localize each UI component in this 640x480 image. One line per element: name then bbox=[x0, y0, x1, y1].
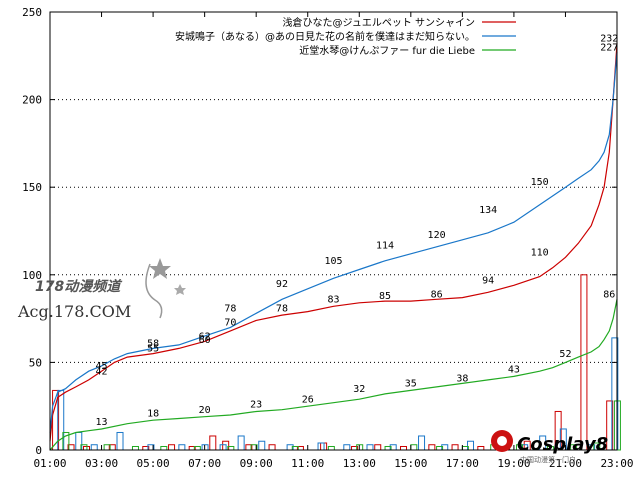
data-label: 38 bbox=[456, 373, 468, 384]
data-label: 42 bbox=[96, 366, 108, 377]
series-line bbox=[49, 52, 618, 433]
y-tick-label: 0 bbox=[35, 444, 42, 457]
data-label: 120 bbox=[428, 230, 446, 241]
data-label: 105 bbox=[324, 256, 342, 267]
data-label: 114 bbox=[376, 240, 394, 251]
x-tick-label: 01:00 bbox=[33, 457, 66, 470]
watermark-star-icon bbox=[149, 258, 171, 279]
y-tick-label: 200 bbox=[22, 94, 42, 107]
data-label: 85 bbox=[379, 291, 391, 302]
y-tick-label: 100 bbox=[22, 269, 42, 282]
plot-frame bbox=[49, 11, 618, 451]
data-label: 35 bbox=[405, 379, 417, 390]
data-label: 110 bbox=[531, 247, 549, 258]
data-label: 52 bbox=[559, 349, 571, 360]
x-tick-label: 17:00 bbox=[446, 457, 479, 470]
watermark-right-sub: 中国动漫第一门户 bbox=[520, 455, 576, 464]
series-line bbox=[49, 43, 618, 442]
data-label: 150 bbox=[531, 177, 549, 188]
data-label: 62 bbox=[199, 331, 211, 342]
data-label: 78 bbox=[224, 303, 236, 314]
x-tick-label: 07:00 bbox=[188, 457, 221, 470]
y-tick-label: 150 bbox=[22, 181, 42, 194]
axis-ticks: 0 50 100 150 200 250 01:00 03:00 05:00 07:00 09:00… bbox=[22, 6, 633, 470]
series-lines bbox=[49, 43, 618, 451]
y-tick-label: 250 bbox=[22, 6, 42, 19]
x-tick-label: 19:00 bbox=[497, 457, 530, 470]
data-label: 26 bbox=[302, 394, 314, 405]
data-label: 78 bbox=[276, 303, 288, 314]
x-tick-label: 05:00 bbox=[137, 457, 170, 470]
watermark-left-line1: 178动漫频道 bbox=[35, 278, 123, 295]
grid bbox=[50, 99, 617, 363]
data-label: 232 bbox=[600, 34, 618, 45]
data-label: 86 bbox=[431, 289, 443, 300]
x-tick-label: 13:00 bbox=[343, 457, 376, 470]
watermark-star-icon bbox=[174, 284, 186, 295]
data-label: 43 bbox=[508, 365, 520, 376]
data-label: 18 bbox=[147, 408, 159, 419]
x-tick-label: 11:00 bbox=[291, 457, 324, 470]
legend-label: 安城鳴子（あなる）@あの日見た花の名前を僕達はまだ知らない。 bbox=[175, 30, 475, 43]
data-label: 83 bbox=[327, 295, 339, 306]
data-label: 134 bbox=[479, 205, 497, 216]
data-labels: 45 55 60 70 78 83 85 86 94 110 232 42 58 62 78 92 105 114… bbox=[96, 34, 619, 429]
x-tick-label: 23:00 bbox=[600, 457, 633, 470]
watermark-swirl-icon bbox=[145, 263, 163, 319]
x-tick-label: 21:00 bbox=[549, 457, 582, 470]
data-label: 92 bbox=[276, 279, 288, 290]
watermark-left-line2: Acg.178.COM bbox=[17, 302, 131, 321]
legend-label: 近堂水琴@けんぷファー fur die Liebe bbox=[299, 44, 475, 57]
data-label: 70 bbox=[224, 317, 236, 328]
x-tick-label: 09:00 bbox=[240, 457, 273, 470]
data-label: 32 bbox=[353, 384, 365, 395]
data-label: 86 bbox=[603, 289, 615, 300]
x-tick-label: 03:00 bbox=[85, 457, 118, 470]
data-label: 227 bbox=[600, 42, 618, 53]
watermark-logo-inner-icon bbox=[497, 436, 507, 446]
data-label: 94 bbox=[482, 275, 494, 286]
data-label: 58 bbox=[147, 338, 159, 349]
y-tick-label: 50 bbox=[29, 356, 42, 369]
watermark-right-brand: Cosplay8 bbox=[517, 434, 608, 455]
x-tick-label: 15:00 bbox=[394, 457, 427, 470]
data-label: 55 bbox=[147, 344, 159, 355]
data-label: 20 bbox=[199, 405, 211, 416]
watermark-right: Cosplay8 中国动漫第一门户 bbox=[491, 430, 608, 464]
data-label: 23 bbox=[250, 400, 262, 411]
series-line bbox=[49, 299, 618, 451]
watermark-left: 178动漫频道 Acg.178.COM bbox=[17, 258, 186, 321]
data-label: 13 bbox=[96, 417, 108, 428]
data-label: 60 bbox=[199, 335, 211, 346]
legend: 浅倉ひなた@ジュエルペット サンシャイン安城鳴子（あなる）@あの日見た花の名前を… bbox=[175, 16, 516, 57]
legend-label: 浅倉ひなた@ジュエルペット サンシャイン bbox=[283, 16, 475, 29]
data-label: 45 bbox=[96, 361, 108, 372]
